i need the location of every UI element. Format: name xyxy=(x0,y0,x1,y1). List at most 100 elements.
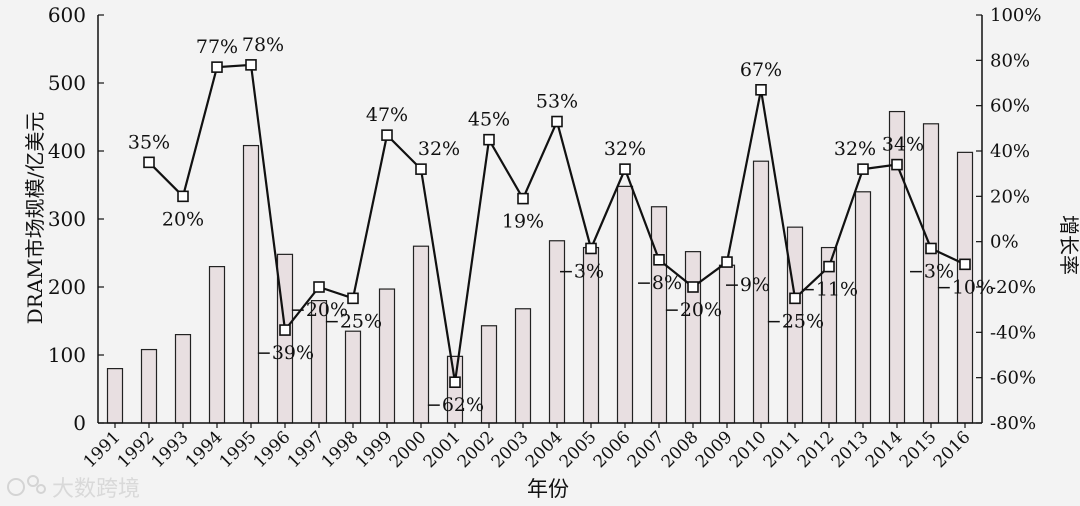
watermark-logo-icon xyxy=(7,475,46,496)
growth-label-1993: 20% xyxy=(162,208,204,230)
growth-label-2010: 67% xyxy=(740,59,782,81)
bar-2006 xyxy=(616,185,634,424)
x-tick-label: 2001 xyxy=(420,427,465,472)
y2-tick-label: -60% xyxy=(990,368,1036,389)
growth-marker-2001 xyxy=(449,376,461,389)
y2-tick-label: -20% xyxy=(990,277,1036,298)
bar-2003 xyxy=(514,308,532,424)
growth-marker-2014 xyxy=(891,158,903,171)
growth-marker-1993 xyxy=(177,190,189,203)
bar-1998 xyxy=(344,330,362,424)
growth-marker-1996 xyxy=(279,324,291,336)
bar-1995 xyxy=(242,144,260,424)
x-tick-label: 1995 xyxy=(216,427,261,472)
bar-1994 xyxy=(208,266,226,424)
growth-label-2007: −8% xyxy=(636,272,682,294)
x-tick-label: 1994 xyxy=(182,427,227,472)
x-tick-label: 2009 xyxy=(692,427,737,472)
bar-2014 xyxy=(888,110,906,424)
x-tick-label: 2013 xyxy=(828,427,873,472)
x-tick-label: 2004 xyxy=(522,427,567,472)
growth-marker-2000 xyxy=(415,163,427,175)
x-tick-label: 1992 xyxy=(114,427,159,472)
x-tick-label: 2007 xyxy=(624,427,669,472)
growth-label-1996: −39% xyxy=(256,342,314,364)
x-tick-label: 2011 xyxy=(760,427,805,472)
x-tick-label: 2005 xyxy=(556,427,601,472)
y-tick-label: 500 xyxy=(48,71,86,95)
y2-tick-label: -80% xyxy=(990,413,1036,434)
growth-marker-1995 xyxy=(245,59,257,71)
growth-label-2005: −3% xyxy=(558,260,604,282)
watermark-text: 大数跨境 xyxy=(52,477,140,502)
growth-label-2006: 32% xyxy=(604,138,646,160)
y2-tick-label: 80% xyxy=(990,50,1030,71)
growth-marker-2016 xyxy=(959,258,971,271)
y-tick-label: 200 xyxy=(48,275,86,299)
growth-label-2001: −62% xyxy=(426,394,484,416)
x-tick-label: 2016 xyxy=(930,427,975,472)
bar-2008 xyxy=(684,251,702,424)
x-tick-label: 2003 xyxy=(488,427,533,472)
y2-tick-label: 100% xyxy=(990,5,1041,26)
x-tick-label: 2010 xyxy=(726,427,771,472)
y-tick-label: 0 xyxy=(73,411,86,435)
growth-label-1998: −25% xyxy=(324,310,382,332)
growth-marker-2013 xyxy=(857,163,869,175)
bar-1999 xyxy=(378,288,396,424)
x-tick-label: 2000 xyxy=(386,427,431,472)
y-tick-label: 300 xyxy=(48,207,86,231)
growth-marker-2008 xyxy=(687,281,699,293)
growth-label-2012: −11% xyxy=(800,279,858,301)
growth-marker-1992 xyxy=(143,156,155,169)
growth-marker-1998 xyxy=(347,292,359,305)
growth-label-2011: −25% xyxy=(766,310,824,332)
growth-label-2000: 32% xyxy=(418,138,460,160)
growth-marker-2007 xyxy=(653,254,665,266)
growth-marker-1999 xyxy=(381,129,393,141)
x-tick-label: 1997 xyxy=(284,427,329,472)
labels-layer: 35%20%77% 78%−39%−20%−25%47%32%−62%45%19%… xyxy=(128,34,994,416)
growth-label-1997: −20% xyxy=(290,299,348,321)
growth-marker-2012 xyxy=(823,260,835,273)
growth-label-2016: −10% xyxy=(936,276,994,298)
growth-marker-2004 xyxy=(551,115,563,128)
watermark: 大数跨境 xyxy=(7,475,140,502)
x-tick-label: 1993 xyxy=(148,427,193,472)
y2-tick-label: 60% xyxy=(990,96,1030,117)
y-axis-title: DRAM市场规模/亿美元 xyxy=(23,112,47,325)
bar-2013 xyxy=(854,191,872,424)
growth-marker-2010 xyxy=(755,84,767,96)
growth-label-2003: 19% xyxy=(502,211,544,233)
growth-marker-2003 xyxy=(517,192,529,205)
y2-tick-label: 20% xyxy=(990,186,1030,207)
y2-tick-label: 40% xyxy=(990,141,1030,162)
x-tick-label: 2015 xyxy=(896,427,941,472)
x-tick-label: 1999 xyxy=(352,427,397,472)
x-tick-label: 1991 xyxy=(80,427,125,472)
y2-axis-title: 增长率 xyxy=(1057,215,1080,275)
growth-label-1992: 35% xyxy=(128,131,170,153)
growth-label-2014: 34% xyxy=(882,134,924,156)
growth-marker-2006 xyxy=(619,163,631,175)
x-tick-label: 2008 xyxy=(658,427,703,472)
growth-label-2009: −9% xyxy=(724,274,770,296)
growth-marker-2005 xyxy=(585,242,597,255)
bar-1996 xyxy=(276,253,294,424)
x-tick-label: 2014 xyxy=(862,427,907,472)
y-tick-label: 400 xyxy=(48,139,86,163)
y2-tick-label: -40% xyxy=(990,322,1036,343)
x-tick-label: 1996 xyxy=(250,427,295,472)
growth-marker-2015 xyxy=(925,242,937,255)
y-tick-label: 100 xyxy=(48,343,86,367)
growth-marker-2009 xyxy=(721,256,733,268)
x-tick-label: 2012 xyxy=(794,427,839,472)
growth-marker-2011 xyxy=(789,292,801,305)
growth-label-2015: −3% xyxy=(908,260,954,282)
bar-2012 xyxy=(820,246,838,424)
growth-label-1994: 77% xyxy=(196,36,238,58)
x-tick-label: 2006 xyxy=(590,427,635,472)
bar-1991 xyxy=(106,368,124,424)
y2-tick-label: 0% xyxy=(990,232,1019,253)
